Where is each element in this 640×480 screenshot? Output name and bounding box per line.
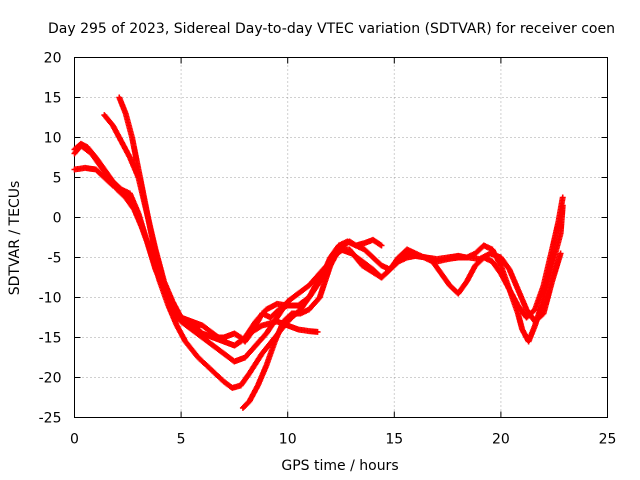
data-point bbox=[314, 328, 321, 335]
data-point bbox=[378, 242, 385, 249]
x-tick-label: 20 bbox=[492, 432, 510, 448]
x-tick-label: 0 bbox=[70, 432, 79, 448]
y-tick-label: 5 bbox=[53, 171, 62, 187]
series-track-2 bbox=[71, 142, 566, 391]
x-axis-label: GPS time / hours bbox=[281, 458, 398, 474]
data-series bbox=[71, 94, 566, 411]
y-axis-label: SDTVAR / TECUs bbox=[7, 181, 23, 296]
plot-frame bbox=[74, 57, 608, 418]
y-tick-label: 0 bbox=[53, 211, 62, 227]
series-track-4 bbox=[101, 112, 564, 365]
y-tick-label: -5 bbox=[48, 251, 62, 267]
data-point bbox=[327, 262, 334, 269]
x-tick-label: 15 bbox=[385, 432, 403, 448]
x-tick-label: 25 bbox=[599, 432, 617, 448]
grid-lines bbox=[74, 57, 608, 418]
y-tick-label: -15 bbox=[39, 331, 62, 347]
y-tick-label: -20 bbox=[39, 371, 62, 387]
x-tick-label: 5 bbox=[177, 432, 186, 448]
y-tick-label: -10 bbox=[39, 291, 62, 307]
series-track-1 bbox=[71, 140, 321, 349]
series-track-6 bbox=[239, 262, 334, 411]
y-tick-label: 10 bbox=[44, 131, 62, 147]
data-point bbox=[559, 194, 566, 201]
y-tick-label: 15 bbox=[44, 91, 62, 107]
chart-title: Day 295 of 2023, Sidereal Day-to-day VTE… bbox=[48, 21, 615, 37]
data-point bbox=[557, 250, 564, 257]
y-axis-ticks: 20 15 10 5 0 -5 -10 -15 -20 -25 bbox=[39, 51, 608, 427]
x-axis-ticks: 0 5 10 15 20 25 bbox=[70, 57, 617, 448]
y-tick-label: -25 bbox=[39, 411, 62, 427]
series-track-5 bbox=[116, 94, 566, 345]
x-tick-label: 10 bbox=[279, 432, 297, 448]
y-tick-label: 20 bbox=[44, 51, 62, 67]
